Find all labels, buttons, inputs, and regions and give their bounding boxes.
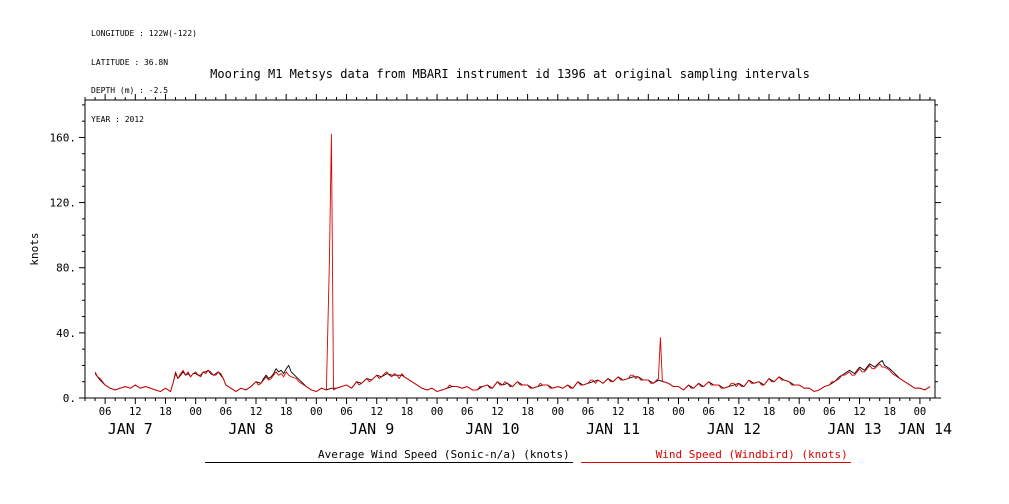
y-tick-label: 160.	[50, 131, 77, 144]
x-tick-label: 12	[733, 406, 746, 418]
x-tick-label: 00	[189, 406, 202, 418]
x-tick-label: 00	[914, 406, 927, 418]
x-tick-label: 00	[431, 406, 444, 418]
x-tick-label: 18	[883, 406, 896, 418]
legend-line-sample-black	[205, 460, 315, 461]
y-tick-label: 80.	[56, 262, 76, 275]
x-day-label: JAN 9	[349, 420, 394, 438]
metadata-block: LONGITUDE : 122W(-122) LATITUDE : 36.8N …	[91, 10, 197, 143]
x-day-label: JAN 10	[465, 420, 519, 438]
x-tick-label: 12	[129, 406, 142, 418]
x-tick-label: 18	[401, 406, 414, 418]
x-day-label: JAN 13	[827, 420, 881, 438]
x-tick-label: 06	[99, 406, 112, 418]
depth-label: DEPTH (m) : -2.5	[91, 86, 169, 95]
x-tick-label: 18	[159, 406, 172, 418]
x-tick-label: 12	[370, 406, 383, 418]
x-tick-label: 00	[672, 406, 685, 418]
x-day-label: JAN 11	[586, 420, 640, 438]
y-tick-label: 40.	[56, 327, 76, 340]
x-tick-label: 18	[763, 406, 776, 418]
legend-item-sonic: Average Wind Speed (Sonic-n/a) (knots)	[205, 448, 573, 463]
x-tick-label: 06	[582, 406, 595, 418]
series-line-windbird	[94, 133, 931, 392]
x-tick-label: 00	[793, 406, 806, 418]
longitude-label: LONGITUDE : 122W(-122)	[91, 29, 197, 38]
x-tick-label: 18	[521, 406, 534, 418]
legend-label-sonic: Average Wind Speed (Sonic-n/a) (knots)	[318, 448, 570, 461]
legend-label-windbird: Wind Speed (Windbird) (knots)	[655, 448, 848, 461]
legend-line-sample-red	[581, 460, 653, 461]
x-day-label: JAN 7	[108, 420, 153, 438]
x-tick-label: 06	[340, 406, 353, 418]
x-tick-label: 06	[823, 406, 836, 418]
chart-title: Mooring M1 Metsys data from MBARI instru…	[210, 67, 810, 81]
year-label: YEAR : 2012	[91, 114, 144, 124]
x-tick-label: 00	[310, 406, 323, 418]
y-tick-label: 120.	[50, 197, 77, 210]
plot-frame	[84, 99, 936, 399]
x-tick-label: 18	[642, 406, 655, 418]
latitude-label: LATITUDE : 36.8N	[91, 57, 169, 67]
x-tick-label: 12	[250, 406, 263, 418]
y-tick-label: 0.	[63, 392, 76, 405]
x-tick-label: 12	[491, 406, 504, 418]
x-tick-label: 18	[280, 406, 293, 418]
y-axis-label: knots	[28, 232, 41, 265]
x-day-label: JAN 14	[898, 420, 952, 438]
chart-legend: Average Wind Speed (Sonic-n/a) (knots) W…	[205, 448, 851, 463]
x-tick-label: 12	[612, 406, 625, 418]
x-tick-label: 06	[461, 406, 474, 418]
x-day-label: JAN 12	[707, 420, 761, 438]
x-tick-label: 00	[551, 406, 564, 418]
x-tick-label: 06	[220, 406, 233, 418]
x-day-label: JAN 8	[228, 420, 273, 438]
x-tick-label: 06	[702, 406, 715, 418]
legend-item-windbird: Wind Speed (Windbird) (knots)	[580, 448, 851, 463]
x-tick-label: 12	[853, 406, 866, 418]
